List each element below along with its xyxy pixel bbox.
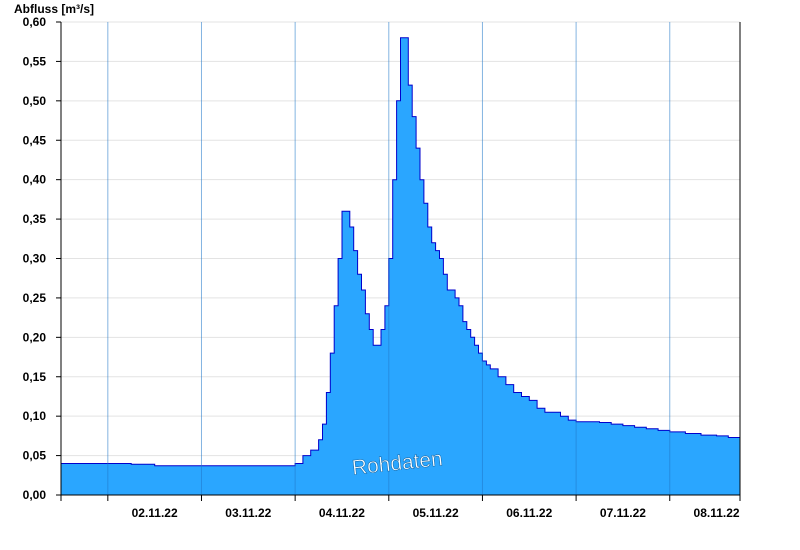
- x-tick-label: 06.11.22: [506, 506, 552, 520]
- x-tick-label: 04.11.22: [319, 506, 365, 520]
- y-tick-label: 0,35: [23, 212, 47, 226]
- y-tick-label: 0,05: [23, 449, 47, 463]
- discharge-area: [61, 37, 740, 496]
- y-tick-label: 0,45: [23, 133, 47, 147]
- axes: [60, 22, 741, 501]
- y-tick-label: 0,30: [23, 252, 47, 266]
- x-tick-label: 08.11.22: [694, 506, 740, 520]
- y-tick-label: 0,10: [23, 409, 47, 423]
- y-tick-label: 0,00: [23, 488, 47, 502]
- x-tick-label: 02.11.22: [132, 506, 178, 520]
- x-tick-label: 05.11.22: [413, 506, 459, 520]
- y-tick-label: 0,50: [23, 94, 47, 108]
- data-area: [61, 37, 741, 496]
- y-tick-label: 0,40: [23, 173, 47, 187]
- y-tick-label: 0,20: [23, 330, 47, 344]
- y-tick-label: 0,55: [23, 54, 47, 68]
- x-axis-ticks: 02.11.22 03.11.22 04.11.22 05.11.22 06.11.22…: [107, 495, 740, 520]
- y-tick-label: 0,15: [23, 370, 47, 384]
- day-separator-lines: [107, 22, 671, 495]
- y-tick-label: 0,25: [23, 291, 47, 305]
- y-axis-label: Abfluss [m³/s]: [14, 2, 94, 16]
- y-axis-ticks: 0,00 0,05 0,10 0,15 0,20 0,25 0,30 0,35 0,40 0,45…: [23, 15, 61, 502]
- y-tick-label: 0,60: [23, 15, 47, 29]
- x-tick-label: 07.11.22: [600, 506, 646, 520]
- x-tick-label: 03.11.22: [225, 506, 271, 520]
